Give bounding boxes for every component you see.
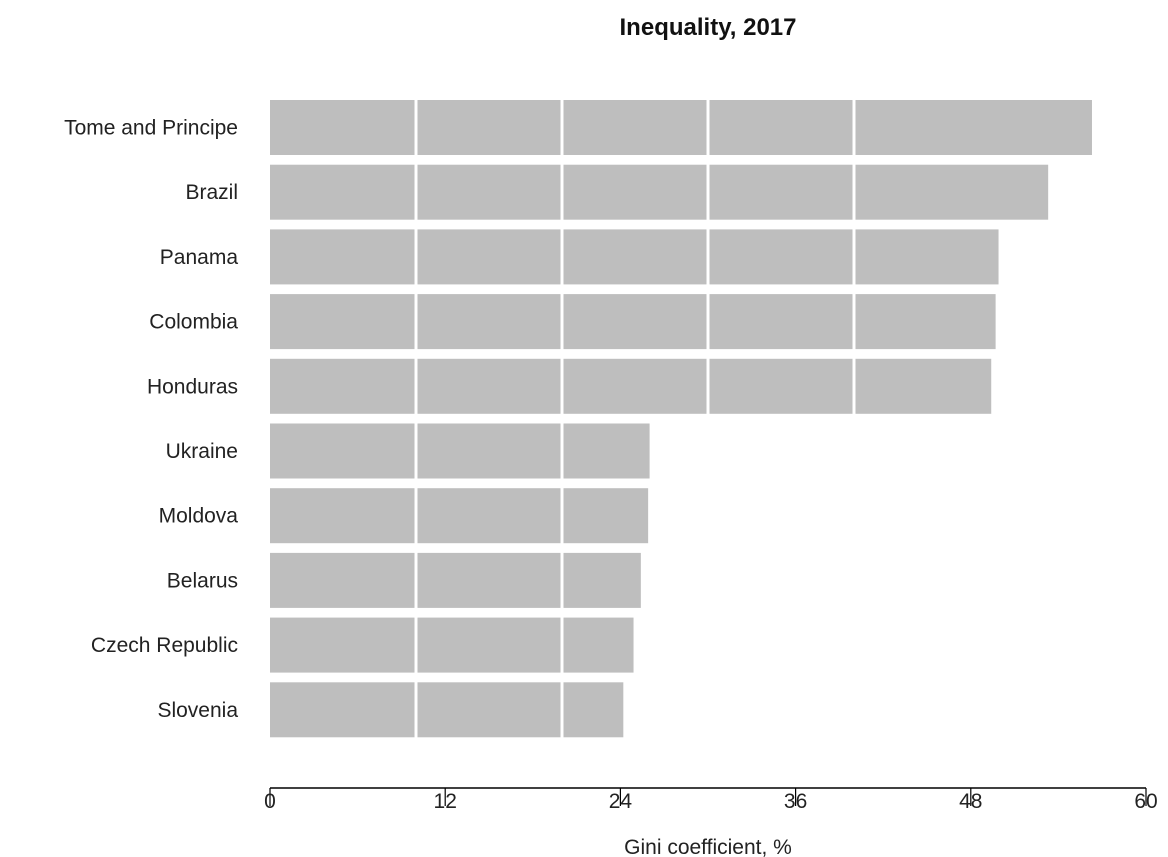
bar-tome-and-principe [270, 100, 1092, 155]
bars-group [270, 100, 1092, 738]
category-label: Tome and Principe [64, 117, 238, 140]
chart-title: Inequality, 2017 [620, 14, 797, 41]
bar-brazil [270, 164, 1049, 220]
bar-panama [270, 229, 999, 285]
bar-czech-republic [270, 617, 634, 673]
category-label: Moldova [159, 505, 239, 528]
category-label: Panama [160, 246, 239, 269]
x-tick-label: 48 [959, 790, 982, 813]
category-label: Ukraine [166, 440, 238, 463]
category-label: Belarus [167, 569, 238, 592]
x-tick-label: 36 [784, 790, 807, 813]
bar-belarus [270, 552, 641, 608]
category-label: Honduras [147, 375, 238, 398]
bar-moldova [270, 488, 649, 544]
x-tick-label: 60 [1134, 790, 1157, 813]
category-label: Colombia [149, 311, 238, 334]
x-axis: 0 12 24 36 48 60 [264, 787, 1158, 813]
x-axis-title: Gini coefficient, % [624, 836, 792, 857]
bar-colombia [270, 294, 996, 350]
bar-slovenia [270, 682, 624, 738]
x-ticks-group: 0 12 24 36 48 60 [264, 788, 1158, 813]
bar-ukraine [270, 423, 650, 479]
x-tick-label: 24 [609, 790, 633, 813]
category-label: Brazil [185, 181, 238, 204]
category-labels-group: Tome and Principe Brazil Panama Colombia Hon… [64, 117, 238, 722]
gridlines-group [414, 98, 856, 740]
x-tick-label: 12 [434, 790, 457, 813]
x-tick-label: 0 [264, 790, 276, 813]
category-label: Czech Republic [91, 634, 238, 657]
category-label: Slovenia [157, 699, 238, 722]
bar-honduras [270, 358, 992, 414]
